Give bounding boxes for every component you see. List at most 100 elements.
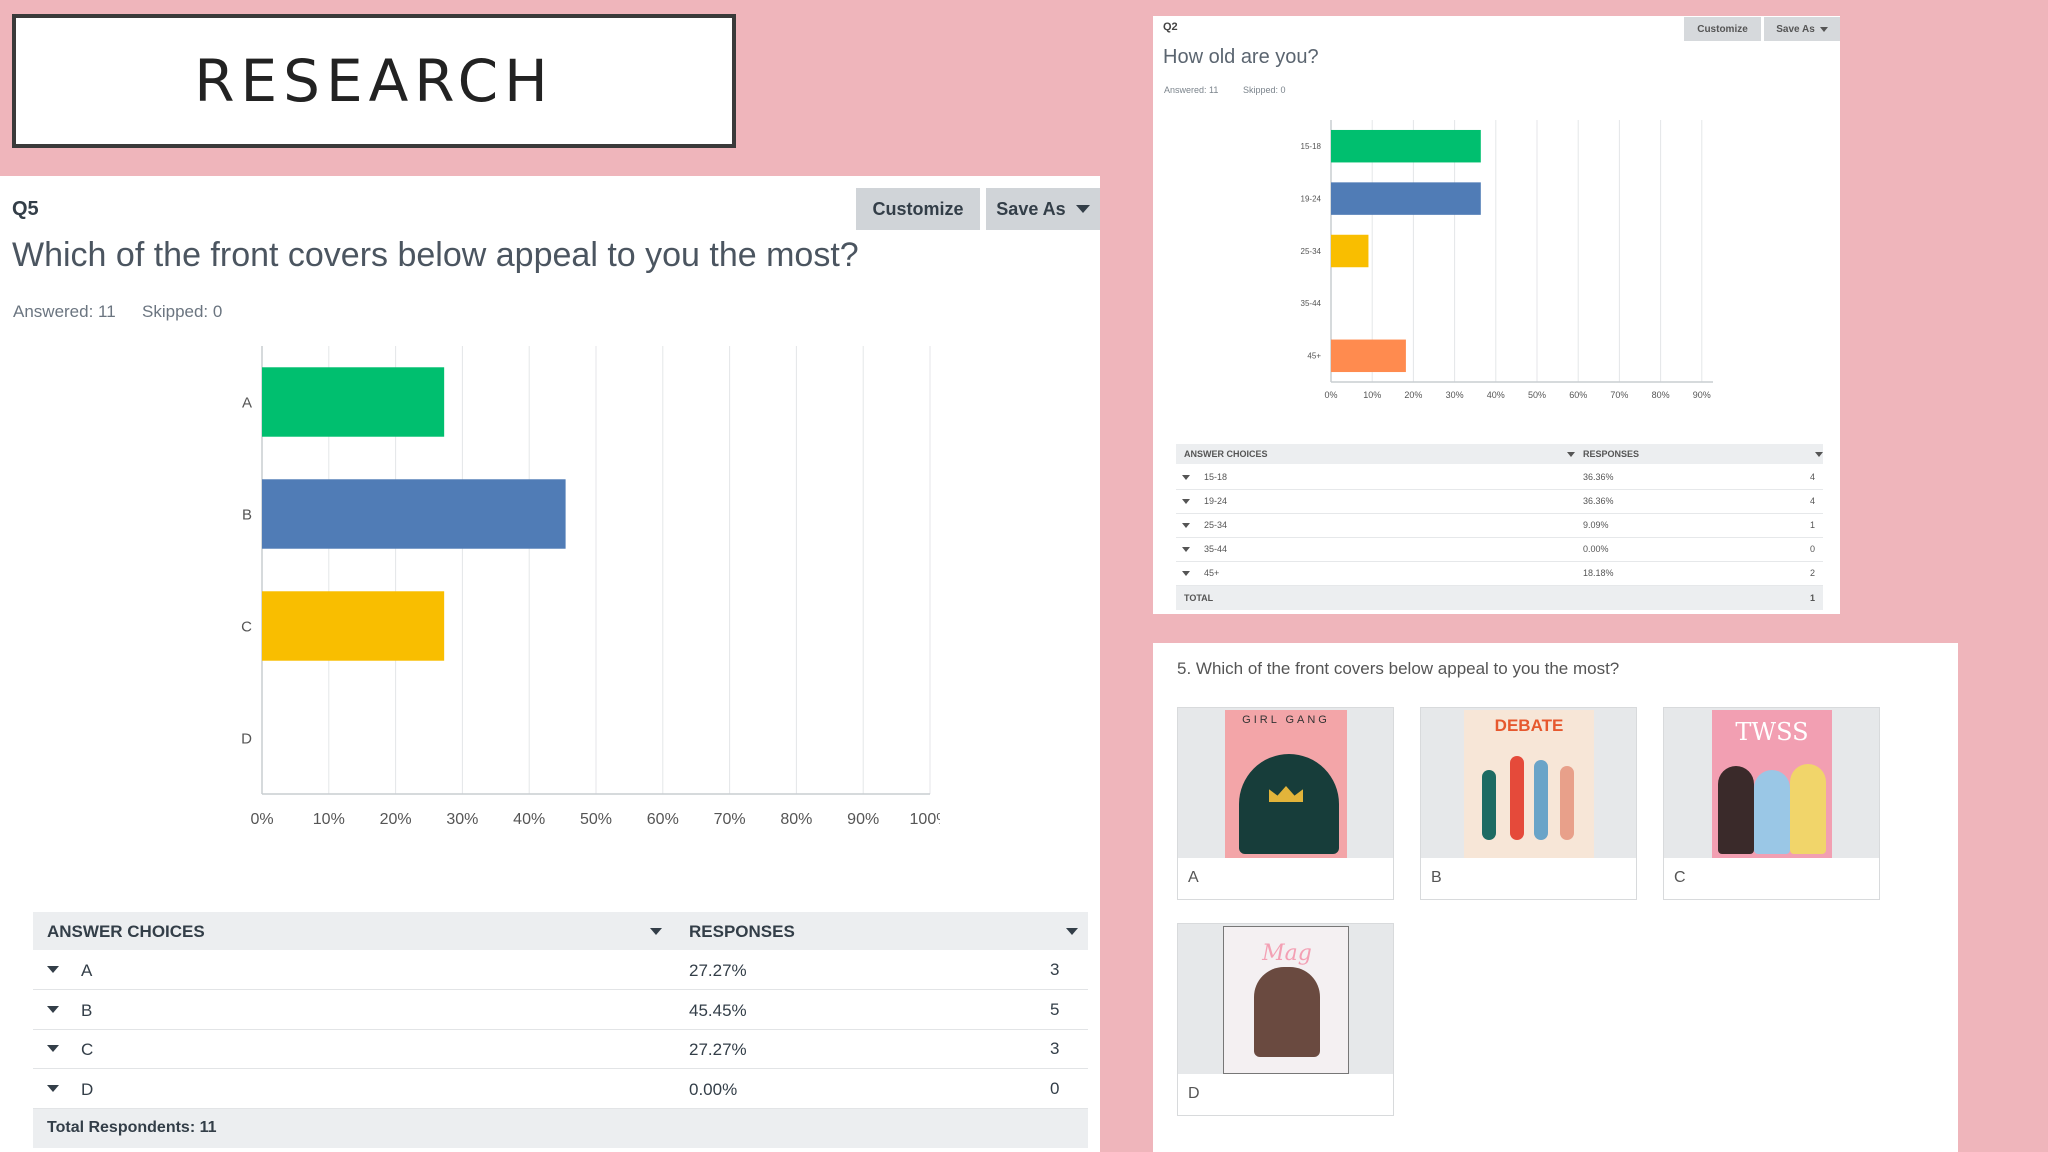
q5-number: Q5: [12, 198, 39, 220]
row-count: 4: [1810, 472, 1816, 482]
q2-bar-chart: 0%10%20%30%40%50%60%70%80%90%100%15-1819…: [1301, 120, 1713, 400]
row-percent: 0.00%: [689, 1079, 738, 1099]
table-row[interactable]: C 27.27% 3: [33, 1029, 1088, 1069]
expand-chevron-icon[interactable]: [47, 966, 59, 973]
cover-card-c[interactable]: TWSS C: [1663, 707, 1880, 900]
row-count: 3: [1050, 1039, 1060, 1058]
q2-col-answer-choices: ANSWER CHOICES: [1184, 449, 1268, 459]
x-tick-label: 80%: [1652, 390, 1670, 400]
cover-d-title: Mag: [1262, 941, 1312, 966]
cover-card-a[interactable]: GIRL GANG A: [1177, 707, 1394, 900]
row-choice: 15-18: [1204, 472, 1228, 482]
expand-chevron-icon[interactable]: [1182, 499, 1190, 504]
q5-answered: Answered: 11: [13, 302, 116, 321]
q5-skipped: Skipped: 0: [142, 302, 223, 321]
sort-chevron-icon[interactable]: [650, 928, 662, 935]
x-tick-label: 60%: [647, 811, 679, 828]
bar-B: [262, 479, 566, 549]
q2-save-as-button[interactable]: Save As: [1764, 17, 1840, 41]
row-count: 0: [1810, 544, 1816, 554]
expand-chevron-icon[interactable]: [1182, 571, 1190, 576]
q2-customize-button[interactable]: Customize: [1684, 17, 1761, 41]
figure-1: [1718, 766, 1754, 854]
x-tick-label: 10%: [313, 811, 345, 828]
row-choice: D: [81, 1079, 94, 1099]
total-respondents: Total Respondents: 11: [47, 1119, 217, 1136]
x-tick-label: 30%: [446, 811, 478, 828]
row-choice: 25-34: [1204, 520, 1228, 530]
row-choice: B: [81, 1000, 93, 1020]
x-tick-label: 90%: [1693, 390, 1711, 400]
save-as-button[interactable]: Save As: [986, 188, 1100, 230]
sort-chevron-icon[interactable]: [1066, 928, 1078, 935]
covers-panel: 5. Which of the front covers below appea…: [1153, 643, 1958, 1152]
cover-card-d[interactable]: Mag D: [1177, 923, 1394, 1116]
col-answer-choices: ANSWER CHOICES: [47, 922, 205, 941]
figure-3: [1534, 760, 1548, 840]
table-row[interactable]: B 45.45% 5: [33, 990, 1088, 1030]
cover-image-area: DEBATE: [1421, 708, 1636, 858]
figure-3: [1790, 764, 1826, 854]
customize-button[interactable]: Customize: [856, 188, 980, 230]
category-label: B: [242, 506, 252, 523]
sort-chevron-icon[interactable]: [1567, 452, 1575, 457]
covers-question: 5. Which of the front covers below appea…: [1177, 659, 1620, 678]
q2-total-count: 1: [1810, 593, 1816, 603]
col-responses: RESPONSES: [689, 922, 795, 941]
category-label: 35-44: [1301, 299, 1322, 308]
expand-chevron-icon[interactable]: [1182, 547, 1190, 552]
row-count: 2: [1810, 568, 1816, 578]
expand-chevron-icon[interactable]: [1182, 475, 1190, 480]
table-row[interactable]: 15-18 36.36% 4: [1176, 466, 1823, 490]
row-choice: 45+: [1204, 568, 1220, 578]
sort-chevron-icon[interactable]: [1815, 452, 1823, 457]
x-tick-label: 90%: [847, 811, 879, 828]
row-percent: 36.36%: [1583, 472, 1614, 482]
table-row[interactable]: 19-24 36.36% 4: [1176, 490, 1823, 514]
x-tick-label: 60%: [1569, 390, 1587, 400]
table-row[interactable]: 35-44 0.00% 0: [1176, 538, 1823, 562]
q2-total-label: TOTAL: [1184, 593, 1214, 603]
row-percent: 9.09%: [1583, 520, 1609, 530]
cover-a-title: GIRL GANG: [1242, 714, 1330, 726]
cover-c-title: TWSS: [1735, 718, 1809, 746]
figure-1: [1482, 770, 1496, 840]
table-row[interactable]: 25-34 9.09% 1: [1176, 514, 1823, 538]
row-count: 3: [1050, 960, 1060, 979]
cover-a-image: GIRL GANG: [1225, 710, 1347, 858]
q2-total-row: TOTAL 1: [1176, 586, 1823, 610]
table-row[interactable]: A 27.27% 3: [33, 950, 1088, 990]
expand-chevron-icon[interactable]: [47, 1084, 59, 1092]
bar-A: [262, 367, 445, 437]
table-row[interactable]: 45+ 18.18% 2: [1176, 562, 1823, 586]
bar-25-34: [1331, 234, 1369, 268]
bar-C: [262, 591, 445, 661]
q5-total-row: Total Respondents: 11: [33, 1108, 1088, 1148]
q2-save-as-label: Save As: [1776, 23, 1815, 35]
row-choice: 35-44: [1204, 544, 1228, 554]
cover-b-image: DEBATE: [1464, 710, 1594, 858]
row-count: 4: [1810, 496, 1816, 506]
q2-col-responses: RESPONSES: [1583, 449, 1640, 459]
x-tick-label: 20%: [1404, 390, 1422, 400]
expand-chevron-icon[interactable]: [1182, 523, 1190, 528]
save-as-label: Save As: [996, 198, 1066, 219]
figure-2: [1754, 770, 1790, 854]
x-tick-label: 100%: [910, 811, 940, 828]
row-choice: A: [81, 961, 93, 980]
q5-table-header: ANSWER CHOICES RESPONSES: [33, 912, 1088, 950]
x-tick-label: 20%: [380, 811, 412, 828]
row-count: 0: [1050, 1078, 1060, 1098]
bar-45+: [1331, 339, 1406, 373]
row-percent: 0.00%: [1583, 544, 1609, 554]
expand-chevron-icon[interactable]: [47, 1005, 59, 1013]
chevron-down-icon: [1075, 205, 1090, 213]
category-label: 19-24: [1301, 194, 1322, 203]
x-tick-label: 40%: [1487, 390, 1505, 400]
x-tick-label: 80%: [780, 811, 812, 828]
table-row[interactable]: D 0.00% 0: [33, 1069, 1088, 1109]
expand-chevron-icon[interactable]: [47, 1045, 59, 1052]
cover-card-b[interactable]: DEBATE B: [1420, 707, 1637, 900]
x-tick-label: 30%: [1446, 390, 1464, 400]
cover-b-label: B: [1431, 869, 1442, 886]
